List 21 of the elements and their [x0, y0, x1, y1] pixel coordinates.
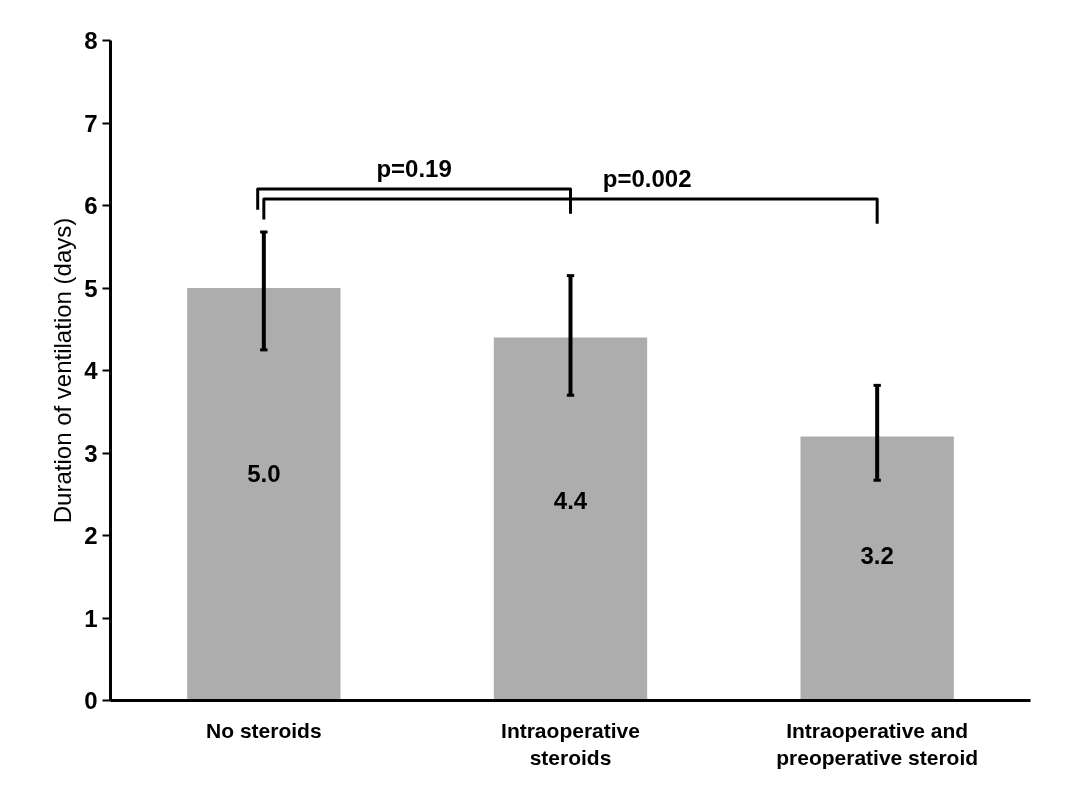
y-tick-label: 5 [84, 274, 98, 302]
y-tick-label: 6 [84, 192, 98, 219]
bar [187, 288, 341, 701]
y-tick-label: 7 [84, 109, 98, 137]
x-tick-label: No steroids [206, 718, 322, 742]
x-tick-label: Intraoperative steroids [501, 718, 640, 770]
y-axis-title: Duration of ventilation (days) [49, 217, 77, 524]
y-tick-label: 3 [84, 439, 98, 467]
y-tick-label: 2 [84, 522, 98, 549]
y-tick-label: 1 [84, 604, 98, 632]
data-label: 3.2 [860, 541, 894, 569]
data-label: 4.4 [553, 487, 588, 515]
x-tick-label: Intraoperative and preoperative steroid [776, 718, 979, 770]
y-tick-label: 8 [84, 27, 98, 54]
annotation: p=0.002 [602, 165, 692, 193]
y-tick-label: 0 [84, 687, 98, 714]
y-tick-label: 4 [84, 357, 99, 384]
bar [800, 436, 954, 701]
bar [493, 337, 648, 701]
data-label: 5.0 [247, 460, 281, 488]
annotation: p=0.19 [376, 155, 452, 183]
